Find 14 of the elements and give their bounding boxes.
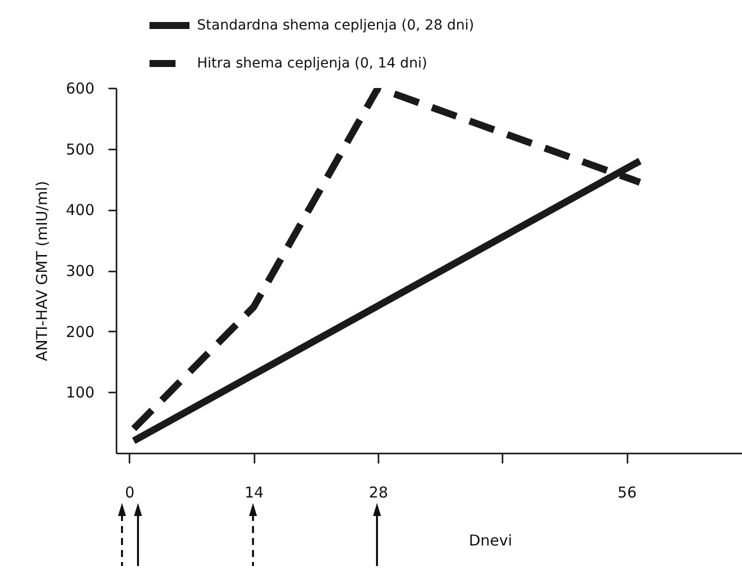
y-axis-title: ANTI-HAV GMT (mIU/ml) <box>32 180 51 362</box>
y-tick-label: 200 <box>66 322 94 341</box>
x-tick-label: 0 <box>125 484 135 502</box>
x-tick-label: 28 <box>368 484 388 502</box>
y-tick-label: 300 <box>66 262 94 280</box>
y-tick-label: 600 <box>66 80 94 98</box>
legend-label: Hitra shema cepljenja (0, 14 dni) <box>197 56 428 72</box>
legend-label: Standardna shema cepljenja (0, 28 dni) <box>197 18 474 34</box>
x-tick-label: 14 <box>244 484 264 502</box>
x-tick-label: 56 <box>618 484 637 502</box>
y-tick-label: 500 <box>66 140 94 158</box>
x-axis-title: Dnevi <box>468 532 512 550</box>
y-tick-label: 400 <box>66 201 94 220</box>
y-tick-label: 100 <box>66 384 94 402</box>
